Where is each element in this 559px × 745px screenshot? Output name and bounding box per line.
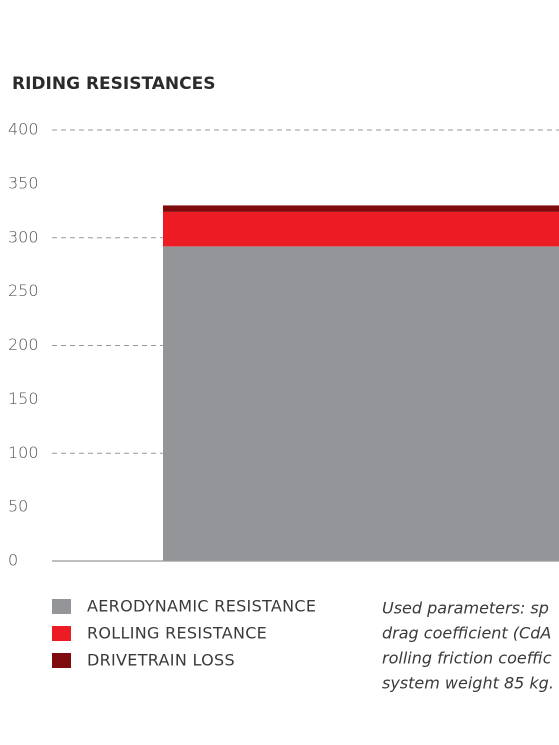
bar-segment [163, 211, 559, 247]
bar-segment [163, 205, 559, 212]
y-tick-label: 250 [8, 281, 39, 300]
y-tick-label: 150 [8, 389, 39, 408]
legend-swatch [52, 626, 71, 641]
y-tick-label: 400 [8, 120, 39, 139]
legend-swatch [52, 653, 71, 668]
annotation: rolling friction coeffic [382, 649, 552, 668]
annotation: system weight 85 kg. [382, 674, 554, 693]
y-tick-label: 200 [8, 335, 39, 354]
legend-label: AERODYNAMIC RESISTANCE [87, 597, 316, 616]
annotation: drag coefficient (CdA [382, 624, 551, 643]
y-tick-label: 50 [8, 497, 28, 516]
y-tick-label: 300 [8, 227, 39, 246]
chart-title: RIDING RESISTANCES [12, 74, 215, 94]
legend-label: DRIVETRAIN LOSS [87, 651, 235, 670]
annotation: Used parameters: sp [382, 599, 549, 618]
y-tick-label: 0 [8, 551, 18, 570]
bar-segment [163, 246, 559, 561]
legend-label: ROLLING RESISTANCE [87, 624, 267, 643]
y-tick-label: 100 [8, 443, 39, 462]
y-tick-label: 350 [8, 173, 39, 192]
legend-swatch [52, 599, 71, 614]
